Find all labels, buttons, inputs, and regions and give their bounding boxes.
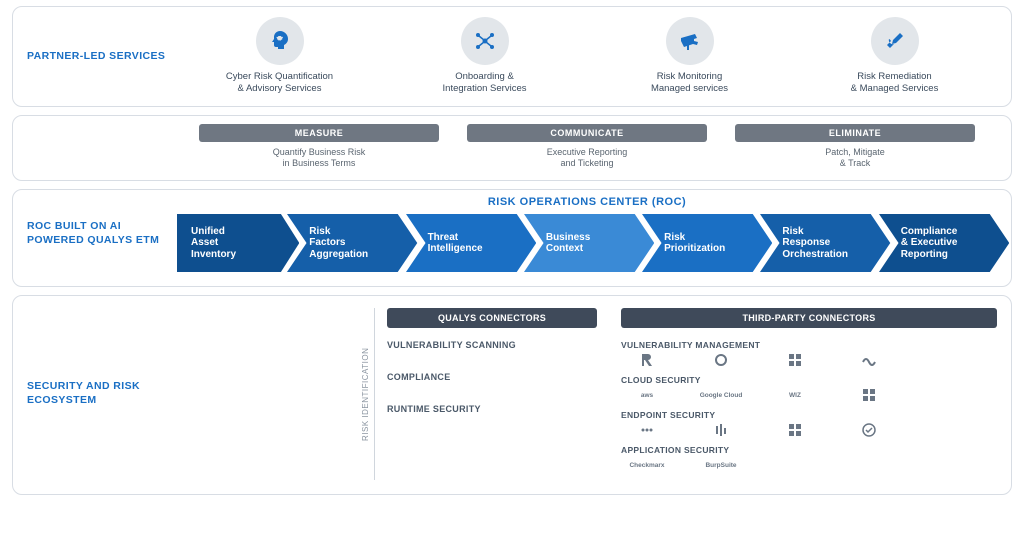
logo-row: Checkmarx BurpSuite: [621, 458, 997, 472]
chevron-step-2: ThreatIntelligence: [406, 214, 536, 272]
vendor-logo: [847, 353, 891, 367]
vendor-logo: [773, 423, 817, 437]
vendor-logo: [699, 353, 743, 367]
pill-eliminate: ELIMINATE Patch, Mitigate& Track: [735, 124, 975, 170]
tp-group-head: VULNERABILITY MANAGEMENT: [621, 340, 997, 350]
tp-group-2: ENDPOINT SECURITY: [621, 410, 997, 437]
tp-group-head: APPLICATION SECURITY: [621, 445, 997, 455]
pill-head: COMMUNICATE: [467, 124, 707, 142]
panel4-label: SECURITY AND RISK ECOSYSTEM: [27, 380, 177, 407]
chevron-step-1: RiskFactorsAggregation: [287, 214, 417, 272]
eco-body: RISK IDENTIFICATION QUALYS CONNECTORS VU…: [177, 308, 997, 480]
pill-measure: MEASURE Quantify Business Riskin Business…: [199, 124, 439, 170]
service-label: Cyber Risk Quantification& Advisory Serv…: [200, 71, 360, 96]
risk-identification-label: RISK IDENTIFICATION: [357, 308, 375, 480]
service-item-3: Risk Remediation& Managed Services: [815, 17, 975, 96]
service-label: Onboarding &Integration Services: [405, 71, 565, 96]
panel-roc: ROC BUILT ON AI POWERED QUALYS ETM RISK …: [12, 189, 1012, 287]
chevron-label: UnifiedAssetInventory: [191, 226, 236, 261]
tp-group-head: CLOUD SECURITY: [621, 375, 997, 385]
chevron-step-4: RiskPrioritization: [642, 214, 772, 272]
service-label: Risk Remediation& Managed Services: [815, 71, 975, 96]
network-icon: [461, 17, 509, 65]
roc-body: RISK OPERATIONS CENTER (ROC) UnifiedAsse…: [177, 196, 997, 272]
chevron-step-6: Compliance& ExecutiveReporting: [879, 214, 1009, 272]
vendor-logo: BurpSuite: [699, 458, 743, 472]
service-item-0: Cyber Risk Quantification& Advisory Serv…: [200, 17, 360, 96]
vendor-logo: [847, 388, 891, 402]
chevron-label: RiskPrioritization: [664, 232, 725, 255]
vendor-logo: Google Cloud: [699, 388, 743, 402]
qualys-item-1: COMPLIANCE: [387, 372, 597, 382]
head-gear-icon: [256, 17, 304, 65]
vendor-logo: aws: [625, 388, 669, 402]
tp-group-0: VULNERABILITY MANAGEMENT: [621, 340, 997, 367]
service-item-1: Onboarding &Integration Services: [405, 17, 565, 96]
roc-title: RISK OPERATIONS CENTER (ROC): [177, 196, 997, 208]
chevron-row: UnifiedAssetInventory RiskFactorsAggregat…: [177, 214, 997, 272]
tp-group-head: ENDPOINT SECURITY: [621, 410, 997, 420]
pill-sub: Executive Reportingand Ticketing: [467, 147, 707, 170]
chevron-step-0: UnifiedAssetInventory: [177, 214, 299, 272]
service-item-2: Risk MonitoringManaged services: [610, 17, 770, 96]
services-row: Cyber Risk Quantification& Advisory Serv…: [177, 17, 997, 96]
pill-head: ELIMINATE: [735, 124, 975, 142]
logo-row: [621, 423, 997, 437]
chevron-label: ThreatIntelligence: [428, 232, 483, 255]
pill-sub: Quantify Business Riskin Business Terms: [199, 147, 439, 170]
logo-row: aws Google Cloud WIZ: [621, 388, 997, 402]
qualys-item-0: VULNERABILITY SCANNING: [387, 340, 597, 350]
qualys-head: QUALYS CONNECTORS: [387, 308, 597, 328]
vendor-logo: WIZ: [773, 388, 817, 402]
chevron-step-5: RiskResponseOrchestration: [760, 214, 890, 272]
panel-measures: MEASURE Quantify Business Riskin Business…: [12, 115, 1012, 181]
eco-cols: QUALYS CONNECTORS VULNERABILITY SCANNING…: [387, 308, 997, 480]
vendor-logo: Checkmarx: [625, 458, 669, 472]
chevron-label: BusinessContext: [546, 232, 590, 255]
tp-group-3: APPLICATION SECURITY Checkmarx BurpSuite: [621, 445, 997, 472]
pill-row: MEASURE Quantify Business Riskin Business…: [177, 124, 997, 170]
vendor-logo: [625, 423, 669, 437]
tp-group-1: CLOUD SECURITY aws Google Cloud WIZ: [621, 375, 997, 402]
pill-head: MEASURE: [199, 124, 439, 142]
camera-icon: [666, 17, 714, 65]
panel-partner-services: PARTNER-LED SERVICES Cyber Risk Quantifi…: [12, 6, 1012, 107]
vendor-logo: [699, 423, 743, 437]
vendor-logo: [847, 423, 891, 437]
service-label: Risk MonitoringManaged services: [610, 71, 770, 96]
qualys-col: QUALYS CONNECTORS VULNERABILITY SCANNING…: [387, 308, 597, 480]
vendor-logo: [625, 353, 669, 367]
pill-communicate: COMMUNICATE Executive Reportingand Ticket…: [467, 124, 707, 170]
panel3-label: ROC BUILT ON AI POWERED QUALYS ETM: [27, 220, 177, 247]
panel1-label: PARTNER-LED SERVICES: [27, 50, 177, 64]
chevron-step-3: BusinessContext: [524, 214, 654, 272]
pill-sub: Patch, Mitigate& Track: [735, 147, 975, 170]
tools-icon: [871, 17, 919, 65]
chevron-label: RiskResponseOrchestration: [782, 226, 848, 261]
vendor-logo: [773, 353, 817, 367]
panel-ecosystem: SECURITY AND RISK ECOSYSTEM RISK IDENTIF…: [12, 295, 1012, 495]
logo-row: [621, 353, 997, 367]
thirdparty-head: THIRD-PARTY CONNECTORS: [621, 308, 997, 328]
qualys-item-2: RUNTIME SECURITY: [387, 404, 597, 414]
chevron-label: Compliance& ExecutiveReporting: [901, 226, 958, 261]
chevron-label: RiskFactorsAggregation: [309, 226, 368, 261]
thirdparty-col: THIRD-PARTY CONNECTORS VULNERABILITY MAN…: [621, 308, 997, 480]
